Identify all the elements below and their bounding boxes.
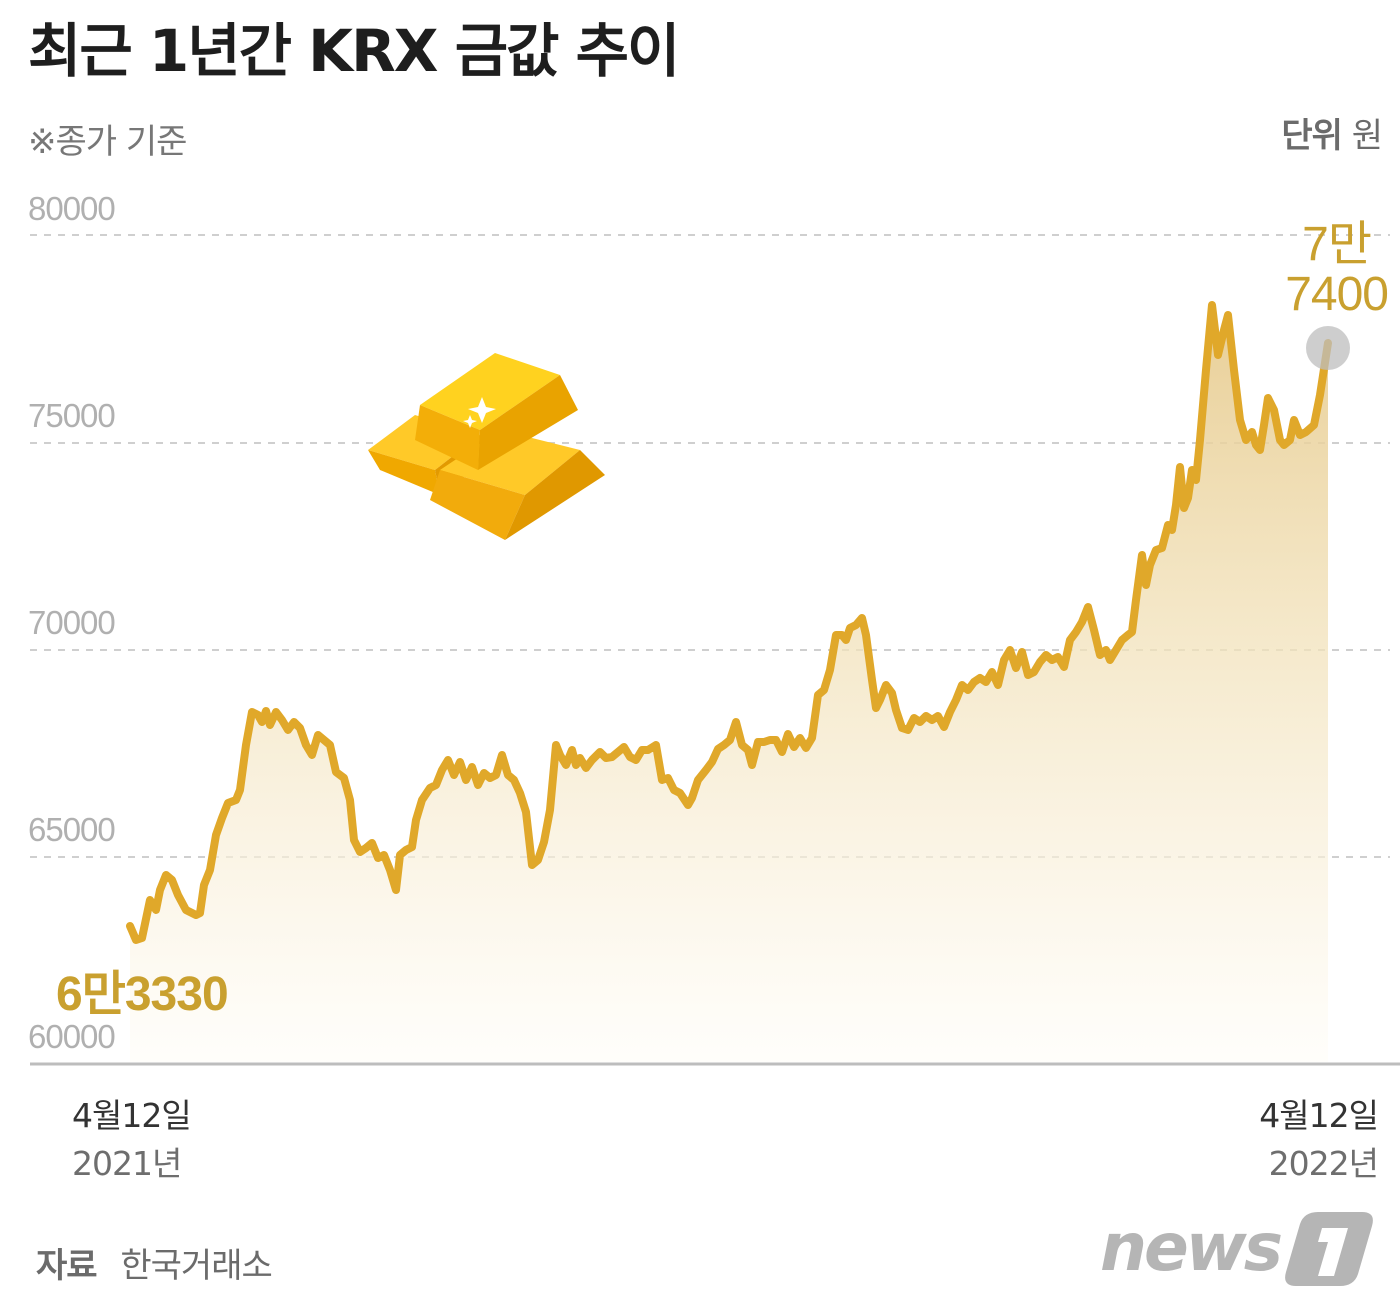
y-tick-60000: 60000: [28, 1018, 116, 1055]
end-point-marker: [1306, 326, 1350, 370]
x-start-date: 4월12일: [72, 1096, 192, 1135]
y-tick-70000: 70000: [28, 604, 116, 641]
unit-label-value: 원: [1351, 116, 1383, 156]
y-tick-65000: 65000: [28, 811, 116, 848]
x-start-label: 4월12일 2021년: [72, 1092, 192, 1188]
news1-logo: news: [1100, 1206, 1380, 1294]
unit-label: 단위 원: [1281, 108, 1383, 157]
gold-bars-icon: [360, 345, 610, 549]
x-end-label: 4월12일 2022년: [1259, 1092, 1379, 1188]
start-value-label: 6만3330: [56, 968, 229, 1021]
end-value-label: 7만 7400: [1285, 218, 1389, 322]
price-area: [130, 305, 1328, 1062]
y-tick-80000: 80000: [28, 190, 116, 227]
end-value-line1: 7만: [1302, 218, 1372, 271]
source-credit: 자료 한국거래소: [36, 1238, 273, 1287]
chart-subtitle: ※종가 기준: [28, 122, 187, 162]
y-tick-75000: 75000: [28, 397, 116, 434]
x-end-year: 2022년: [1268, 1143, 1379, 1183]
source-value: 한국거래소: [120, 1246, 272, 1286]
unit-label-key: 단위: [1281, 116, 1343, 156]
logo-text: news: [1100, 1209, 1281, 1286]
price-line: [126, 301, 1332, 944]
source-label: 자료: [36, 1246, 98, 1286]
end-value-line2: 7400: [1285, 268, 1389, 322]
chart-title: 최근 1년간 KRX 금값 추이: [28, 17, 680, 85]
x-end-date: 4월12일: [1259, 1096, 1379, 1135]
x-start-year: 2021년: [72, 1143, 182, 1183]
